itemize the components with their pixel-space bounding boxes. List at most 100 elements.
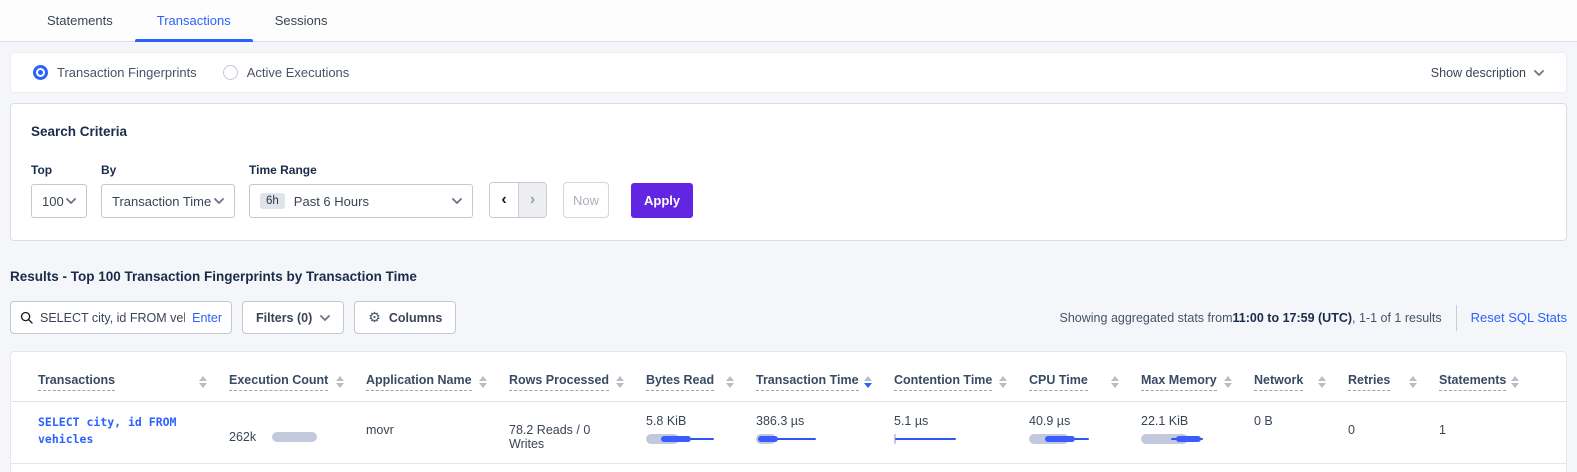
cell-bytes-read: 5.8 KiB (646, 414, 756, 451)
column-header-application-name[interactable]: Application Name (366, 373, 509, 391)
max-memory-bar (1141, 434, 1221, 444)
column-header-rows-processed[interactable]: Rows Processed (509, 373, 646, 391)
chevron-down-icon (214, 198, 224, 204)
sort-icon (616, 375, 624, 388)
columns-button[interactable]: ⚙ Columns (354, 301, 457, 334)
gear-icon: ⚙ (368, 309, 381, 325)
transactions-table: Transactions Execution Count Application… (10, 351, 1567, 472)
filters-button[interactable]: Filters (0) (242, 301, 345, 334)
cell-contention-time: 5.1 µs (894, 414, 1029, 451)
columns-label: Columns (388, 310, 443, 325)
results-controls-row: Enter Filters (0) ⚙ Columns Showing aggr… (10, 301, 1567, 334)
show-description-label: Show description (1430, 65, 1526, 80)
top-select-value: 100 (42, 193, 64, 209)
time-range-field: Time Range 6h Past 6 Hours (249, 163, 473, 218)
cell-retries: 0 (1348, 423, 1355, 437)
radio-label: Active Executions (246, 65, 350, 80)
view-radio-group: Transaction Fingerprints Active Executio… (33, 65, 349, 80)
search-icon (20, 311, 33, 324)
sort-icon (479, 375, 487, 388)
bytes-read-bar (646, 434, 726, 444)
chevron-down-icon (66, 198, 76, 204)
show-description-toggle[interactable]: Show description (1431, 66, 1544, 80)
column-header-network[interactable]: Network (1254, 373, 1348, 391)
by-select[interactable]: Transaction Time (101, 184, 235, 218)
radio-active-executions[interactable]: Active Executions (222, 65, 350, 80)
contention-time-bar (894, 434, 974, 444)
time-range-select[interactable]: 6h Past 6 Hours (249, 184, 473, 218)
by-field: By Transaction Time (101, 163, 249, 218)
top-select[interactable]: 100 (31, 184, 87, 218)
prev-time-button[interactable]: ‹ (490, 183, 518, 217)
filters-label: Filters (0) (256, 310, 313, 325)
column-header-contention-time[interactable]: Contention Time (894, 373, 1029, 391)
aggregated-stats-text: Showing aggregated stats from 11:00 to 1… (1059, 304, 1567, 331)
cell-transaction-time: 386.3 µs (756, 414, 894, 451)
radio-label: Transaction Fingerprints (57, 65, 197, 80)
time-range-value: Past 6 Hours (293, 193, 369, 209)
sort-icon-active (864, 375, 872, 388)
search-criteria-title: Search Criteria (31, 124, 128, 139)
cell-max-memory: 22.1 KiB (1141, 414, 1254, 451)
divider (1455, 304, 1457, 331)
cell-application-name: movr (366, 423, 394, 437)
column-header-retries[interactable]: Retries (1348, 373, 1439, 391)
cell-rows-processed: 78.2 Reads / 0 Writes (509, 423, 591, 451)
tab-transactions[interactable]: Transactions (134, 1, 253, 42)
cell-statements: 1 (1439, 423, 1446, 437)
stats-prefix: Showing aggregated stats from (1059, 310, 1233, 325)
column-header-bytes-read[interactable]: Bytes Read (646, 373, 756, 391)
chevron-down-icon (1534, 69, 1544, 76)
radio-transaction-fingerprints[interactable]: Transaction Fingerprints (33, 65, 197, 80)
table-header-row: Transactions Execution Count Application… (11, 362, 1566, 402)
search-criteria-card: Search Criteria Top 100 By Transaction T… (10, 103, 1567, 241)
execution-count-bar (272, 432, 318, 442)
radio-unselected-icon (222, 65, 238, 80)
sql-search-box[interactable]: Enter (10, 301, 232, 334)
column-header-statements[interactable]: Statements (1439, 373, 1541, 391)
tab-bar: Statements Transactions Sessions (0, 0, 1577, 42)
reset-sql-stats-link[interactable]: Reset SQL Stats (1470, 310, 1567, 325)
chevron-down-icon (452, 198, 462, 204)
table-row: SELECT city, id FROM vehicles 262k movr … (11, 402, 1566, 464)
cpu-time-bar (1029, 434, 1109, 444)
sort-icon (1511, 375, 1519, 388)
stats-range: 11:00 to 17:59 (UTC) (1232, 310, 1353, 325)
transaction-fingerprint-link[interactable]: SELECT city, id FROM vehicles (38, 415, 177, 447)
cell-cpu-time: 40.9 µs (1029, 414, 1141, 451)
now-button[interactable]: Now (563, 182, 609, 218)
results-title: Results - Top 100 Transaction Fingerprin… (10, 269, 417, 284)
chevron-down-icon (320, 314, 331, 321)
sort-icon (199, 375, 207, 388)
column-header-transaction-time[interactable]: Transaction Time (756, 373, 894, 391)
cell-execution-count: 262k (229, 414, 366, 451)
sort-icon (1224, 375, 1232, 388)
stats-suffix: , 1-1 of 1 results (1352, 310, 1442, 325)
next-time-button[interactable]: › (518, 183, 546, 217)
sort-icon (1318, 375, 1326, 388)
sort-icon (336, 375, 344, 388)
search-criteria-controls: Top 100 By Transaction Time Time Range (31, 163, 1546, 218)
time-range-badge: 6h (260, 193, 285, 209)
cell-transaction: SELECT city, id FROM vehicles (38, 414, 229, 451)
view-toggle-card: Transaction Fingerprints Active Executio… (10, 52, 1567, 93)
column-header-cpu-time[interactable]: CPU Time (1029, 373, 1141, 391)
sort-icon (726, 375, 734, 388)
radio-selected-icon (33, 65, 48, 80)
sort-icon (999, 375, 1007, 388)
tab-sessions[interactable]: Sessions (274, 13, 328, 28)
transaction-time-bar (756, 434, 836, 444)
apply-button[interactable]: Apply (631, 183, 694, 218)
column-header-transactions[interactable]: Transactions (38, 373, 229, 391)
sql-search-input[interactable] (40, 310, 186, 325)
page-content: Transaction Fingerprints Active Executio… (0, 42, 1577, 472)
time-range-arrows: ‹ › (489, 182, 547, 218)
column-header-max-memory[interactable]: Max Memory (1141, 373, 1254, 391)
sort-icon (1111, 375, 1119, 388)
search-enter-button[interactable]: Enter (192, 310, 222, 325)
column-header-execution-count[interactable]: Execution Count (229, 373, 366, 391)
tab-statements[interactable]: Statements (47, 13, 113, 28)
by-label: By (101, 163, 117, 177)
top-field: Top 100 (31, 163, 101, 218)
time-range-label: Time Range (249, 163, 317, 177)
